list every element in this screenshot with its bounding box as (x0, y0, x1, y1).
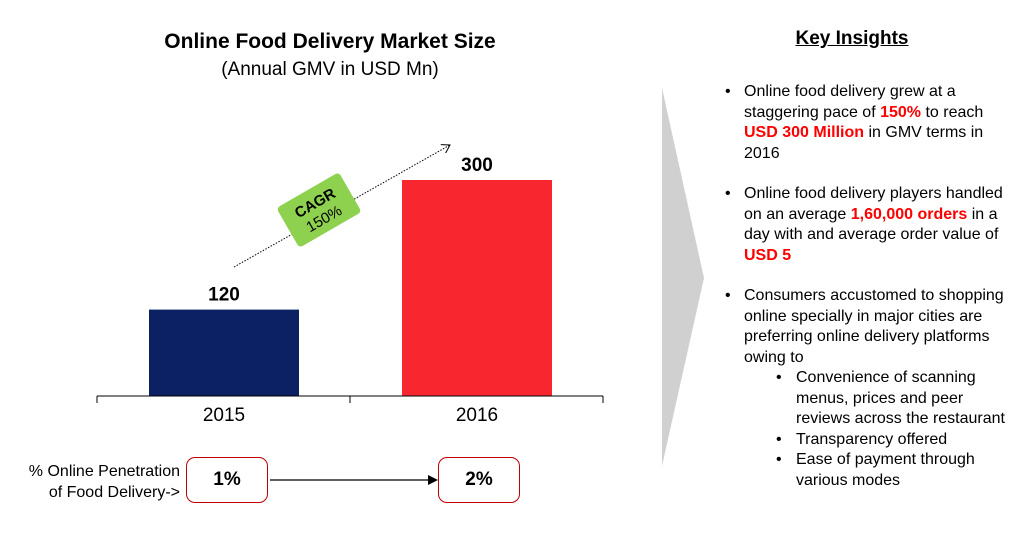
penetration-box-2015: 1% (186, 457, 268, 503)
insight-text: Consumers accustomed to shopping online … (744, 287, 1004, 366)
insight-text: in GMV terms in 2016 (744, 124, 984, 162)
highlight-text: USD 300 Million (744, 124, 865, 141)
highlight-text: 150% (880, 103, 922, 121)
insight-text: Online food delivery grew at a staggerin… (744, 83, 956, 121)
insight-text: in a day with and average order value of (744, 205, 999, 244)
insights-title: Key Insights (795, 28, 909, 49)
insight-text: Online food delivery players handled on … (744, 185, 1003, 223)
bar-2016 (402, 180, 552, 396)
chart-subtitle: (Annual GMV in USD Mn) (221, 59, 439, 80)
insight-item: Online food delivery grew at a staggerin… (722, 82, 1012, 164)
value-label-2016: 300 (461, 155, 493, 176)
insight-sub-item: Transparency offered (776, 430, 1012, 451)
insights-list: Online food delivery grew at a staggerin… (722, 82, 1012, 511)
chart-title: Online Food Delivery Market Size (164, 30, 496, 53)
x-tick-label-2015: 2015 (203, 405, 245, 426)
penetration-label-line1: % Online Penetration (28, 463, 180, 480)
cagr-badge-shape (277, 173, 361, 247)
value-label-2015: 120 (208, 285, 240, 306)
cagr-badge: CAGR 150% (277, 173, 361, 247)
bar-chart: 120 2015 300 2016 CAGR 150% (96, 0, 604, 426)
penetration-arrow (270, 475, 438, 485)
highlight-text: 1,60,000 orders (850, 205, 968, 223)
penetration-box-2016: 2% (438, 457, 520, 503)
insight-sub-list: Convenience of scanning menus, prices an… (744, 368, 1012, 491)
x-tick-label-2016: 2016 (456, 405, 498, 426)
penetration-label-line2: of Food Delivery-> (48, 484, 180, 501)
insight-item: Consumers accustomed to shopping online … (722, 286, 1012, 491)
insight-sub-item: Ease of payment through various modes (776, 450, 1012, 491)
insight-item: Online food delivery players handled on … (722, 184, 1012, 266)
penetration-label: % Online Penetration of Food Delivery-> (12, 461, 180, 503)
insight-text: to reach (921, 103, 984, 121)
bar-2015 (149, 309, 299, 396)
highlight-text: USD 5 (744, 246, 792, 264)
insight-sub-item: Convenience of scanning menus, prices an… (776, 368, 1012, 430)
divider-chevron-arrow (662, 88, 704, 466)
